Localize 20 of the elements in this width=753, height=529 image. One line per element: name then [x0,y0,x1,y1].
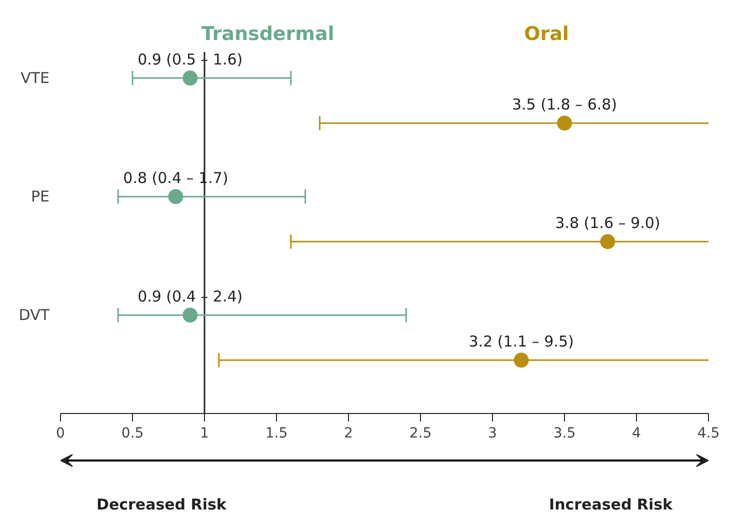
x-tick-label: 2 [344,426,353,442]
series-label: Transdermal [201,23,334,46]
text: Oral [524,23,569,46]
x-tick-label: 0.5 [121,426,144,442]
data-label: 3.5 (1.8 – 6.8) [512,96,618,114]
text: Decreased Risk [96,496,228,514]
x-tick-label: 3.5 [553,426,576,442]
y-tick-label: VTE [20,69,50,88]
data-label: 3.2 (1.1 – 9.5) [468,332,574,351]
x-tick-label: 2.5 [409,426,432,442]
x-tick-label: 4.5 [697,426,720,442]
text: Increased Risk [549,496,674,514]
y-tick-label: PE [30,188,50,206]
y-tick-label: DVT [18,306,50,324]
x-tick-label: 3 [488,426,497,442]
x-tick-label: 1.5 [265,426,288,442]
data-label: 3.8 (1.6 – 9.0) [555,214,660,232]
x-tick-label: 0 [56,426,65,442]
x-tick-label: 1 [200,426,209,442]
x-tick-label: 4 [632,426,642,442]
